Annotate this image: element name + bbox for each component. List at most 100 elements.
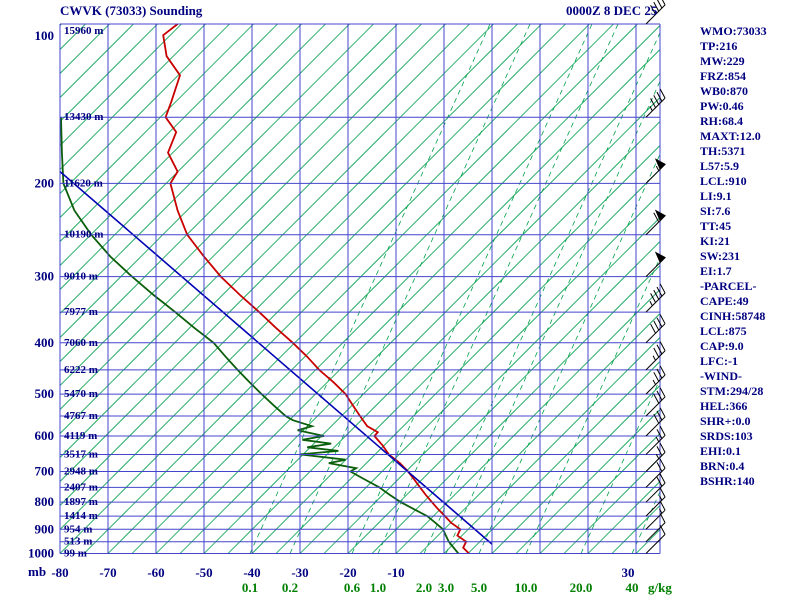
mixing-ratio-label: 3.0 — [438, 580, 454, 595]
panel-line: SHR+:0.0 — [700, 414, 751, 428]
iso-diagonal-line — [60, 24, 590, 554]
iso-diagonal-line — [60, 24, 278, 243]
panel-line: BRN:0.4 — [700, 459, 745, 473]
iso-diagonal-line — [395, 288, 660, 554]
iso-diagonal-line — [83, 24, 614, 554]
iso-diagonal-line — [491, 384, 660, 554]
panel-line: -PARCEL- — [700, 279, 757, 293]
height-label: 6222 m — [64, 364, 98, 376]
wind-barb — [645, 341, 666, 371]
wind-barb — [645, 314, 666, 344]
panel-line: TP:216 — [700, 39, 738, 53]
iso-diagonal-line — [60, 24, 494, 459]
iso-diagonal-line — [275, 168, 660, 554]
iso-diagonal-line — [60, 24, 254, 219]
wind-barb — [645, 524, 666, 554]
wind-barb — [645, 473, 666, 503]
mixing-ratio-label: 10.0 — [515, 580, 538, 595]
pressure-tick-label: 500 — [35, 386, 55, 401]
iso-diagonal-line — [60, 24, 326, 291]
height-label: 4767 m — [64, 410, 98, 422]
wind-barb — [645, 425, 666, 455]
wind-barb — [645, 251, 666, 277]
panel-line: SRDS:103 — [700, 429, 753, 443]
pressure-tick-label: 600 — [35, 428, 55, 443]
wind-barb — [645, 365, 666, 395]
iso-diagonal-line — [60, 24, 230, 195]
panel-line: TT:45 — [700, 219, 732, 233]
temp-tick-label: -70 — [99, 565, 116, 580]
temp-tick-label: -40 — [243, 565, 260, 580]
panel-line: KI:21 — [700, 234, 730, 248]
iso-diagonal-line — [443, 336, 660, 554]
mixing-ratio-line — [580, 378, 660, 554]
wind-barb — [645, 442, 666, 472]
iso-diagonal-line — [107, 24, 638, 554]
panel-line: EI:1.7 — [700, 264, 732, 278]
iso-diagonal-line — [60, 24, 374, 339]
pressure-tick-label: 700 — [35, 463, 55, 478]
iso-diagonal-line — [179, 72, 660, 554]
iso-diagonal-line — [0, 24, 38, 554]
mixing-ratio-label: 1.0 — [370, 580, 386, 595]
mixing-ratio-line — [377, 24, 619, 554]
pressure-tick-label: 400 — [35, 335, 55, 350]
height-label: 1897 m — [64, 496, 98, 508]
wind-barb — [645, 487, 666, 517]
mixing-ratio-line — [351, 24, 593, 554]
wind-barb — [645, 283, 666, 313]
panel-line: WMO:73033 — [700, 24, 767, 38]
panel-line: CINH:58748 — [700, 309, 766, 323]
temp-tick-label: 30 — [622, 565, 635, 580]
iso-diagonal-line — [515, 408, 660, 554]
iso-diagonal-line — [371, 264, 660, 554]
wind-barb — [645, 458, 666, 488]
mixing-ratio-line — [289, 24, 531, 554]
temperature-curve — [162, 24, 470, 554]
temp-tick-label: -20 — [339, 565, 356, 580]
iso-diagonal-line — [60, 24, 422, 387]
mixing-ratio-label: 40 — [626, 580, 639, 595]
temp-tick-label: -10 — [387, 565, 404, 580]
temp-tick-label: -50 — [195, 565, 212, 580]
pressure-unit-label: mb — [28, 564, 47, 579]
iso-diagonal-line — [60, 24, 206, 171]
panel-line: STM:294/28 — [700, 384, 764, 398]
panel-line: PW:0.46 — [700, 99, 744, 113]
iso-diagonal-line — [203, 96, 660, 554]
panel-line: HEL:366 — [700, 399, 748, 413]
iso-diagonal-line — [347, 240, 660, 554]
panel-line: SI:7.6 — [700, 204, 731, 218]
pressure-tick-label: 1000 — [28, 546, 54, 561]
height-label: 954 m — [64, 523, 92, 535]
panel-line: FRZ:854 — [700, 69, 746, 83]
iso-diagonal-line — [323, 216, 660, 554]
mixing-ratio-label: 0.6 — [344, 580, 361, 595]
iso-diagonal-line — [60, 24, 566, 531]
mixing-ratio-line — [445, 80, 660, 554]
iso-diagonal-line — [227, 120, 660, 554]
panel-line: EHI:0.1 — [700, 444, 742, 458]
iso-diagonal-line — [419, 312, 660, 554]
mixing-ratio-line — [423, 31, 660, 554]
height-label: 11620 m — [64, 177, 103, 189]
iso-diagonal-line — [539, 432, 660, 554]
panel-line: BSHR:140 — [700, 474, 755, 488]
chart-datetime: 0000Z 8 DEC 25 — [566, 3, 658, 18]
height-label: 99 m — [64, 548, 87, 560]
mixing-ratio-line — [478, 153, 660, 554]
pressure-tick-label: 300 — [35, 269, 55, 284]
panel-line: LI:9.1 — [700, 189, 732, 203]
panel-line: CAPE:49 — [700, 294, 749, 308]
temp-tick-label: -80 — [51, 565, 68, 580]
indices-panel: WMO:73033 TP:216 MW:229 FRZ:854 WB0:870 PW:0.… — [700, 24, 767, 489]
iso-diagonal-line — [467, 360, 660, 554]
iso-diagonal-line — [60, 24, 350, 315]
iso-diagonal-line — [60, 24, 158, 123]
chart-title: CWVK (73033) Sounding — [60, 3, 203, 18]
iso-diagonal-line — [60, 24, 446, 411]
mixing-ratio-label: 2.0 — [416, 580, 432, 595]
iso-diagonal-line — [60, 24, 182, 147]
pressure-tick-label: 100 — [35, 28, 55, 43]
mixing-ratio-line — [525, 256, 660, 554]
